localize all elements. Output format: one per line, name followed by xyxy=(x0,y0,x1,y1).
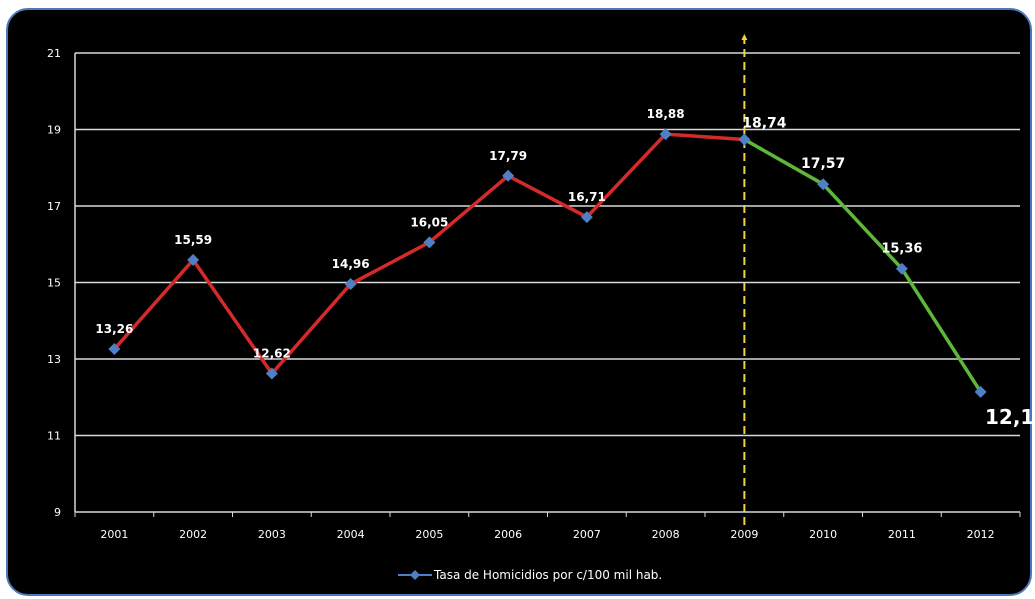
y-tick-label: 19 xyxy=(47,124,61,137)
legend-marker xyxy=(410,570,420,580)
y-tick-labels: 9 11 13 15 17 19 21 xyxy=(47,47,61,519)
data-point xyxy=(344,278,357,291)
data-point xyxy=(659,128,672,141)
x-tick-label: 2011 xyxy=(888,528,916,541)
series-segment xyxy=(585,132,668,219)
x-tick-label: 2010 xyxy=(809,528,837,541)
x-tick-label: 2001 xyxy=(100,528,128,541)
series-lines xyxy=(112,132,983,394)
y-tick-label: 9 xyxy=(54,506,61,519)
series-segment xyxy=(506,174,589,219)
data-point xyxy=(580,211,593,224)
x-tick-label: 2012 xyxy=(967,528,995,541)
x-tick-label: 2002 xyxy=(179,528,207,541)
data-point xyxy=(423,236,436,249)
chart-frame xyxy=(6,8,1032,596)
data-label: 18,74 xyxy=(742,115,787,131)
data-label: 12,62 xyxy=(253,347,291,361)
data-point xyxy=(187,253,200,266)
data-point xyxy=(738,133,751,146)
series-segment xyxy=(742,137,825,186)
data-point xyxy=(895,262,908,275)
series-markers xyxy=(108,128,987,398)
series-segment xyxy=(900,266,983,394)
data-label: 14,96 xyxy=(332,257,370,271)
data-label: 15,36 xyxy=(881,242,922,257)
y-tick-label: 11 xyxy=(47,430,61,443)
data-label: 17,57 xyxy=(801,156,845,172)
data-label: 18,88 xyxy=(647,107,685,121)
x-tick-label: 2007 xyxy=(573,528,601,541)
x-tick-labels: 2001 2002 2003 2004 2005 2006 2007 2008 2009 2010… xyxy=(100,528,994,541)
data-label: 13,26 xyxy=(95,322,133,336)
data-label: 16,05 xyxy=(410,215,448,229)
data-point xyxy=(817,178,830,191)
gridlines xyxy=(75,52,1020,437)
data-point xyxy=(265,367,278,380)
data-point xyxy=(502,169,515,182)
series-segment xyxy=(112,258,195,351)
data-label: 17,79 xyxy=(489,149,527,163)
y-tick-label: 21 xyxy=(47,47,61,60)
axes xyxy=(74,53,1021,517)
series-segment xyxy=(663,132,747,142)
reference-line-cap xyxy=(741,34,748,40)
series-segment xyxy=(191,258,274,376)
x-tick-label: 2006 xyxy=(494,528,522,541)
reference-line xyxy=(741,34,748,530)
x-tick-label: 2003 xyxy=(258,528,286,541)
series-segment xyxy=(821,182,904,271)
data-point xyxy=(974,385,987,398)
data-point xyxy=(108,343,121,356)
data-label: 15,59 xyxy=(174,233,212,247)
data-labels: 13,26 15,59 12,62 14,96 16,05 17,79 16,71 18,88… xyxy=(95,107,1035,429)
data-label: 16,71 xyxy=(568,190,606,204)
y-tick-label: 15 xyxy=(47,277,61,290)
legend: Tasa de Homicidios por c/100 mil hab. xyxy=(398,568,662,582)
x-tick-label: 2009 xyxy=(730,528,758,541)
series-segment xyxy=(348,240,432,286)
y-tick-label: 13 xyxy=(47,353,61,366)
y-tick-label: 17 xyxy=(47,200,61,213)
x-tick-label: 2005 xyxy=(415,528,443,541)
series-segment xyxy=(270,282,353,376)
data-label: 12,14 xyxy=(985,405,1035,429)
x-tick-label: 2004 xyxy=(337,528,365,541)
legend-label: Tasa de Homicidios por c/100 mil hab. xyxy=(433,568,662,582)
series-segment xyxy=(427,174,510,245)
x-tick-label: 2008 xyxy=(652,528,680,541)
